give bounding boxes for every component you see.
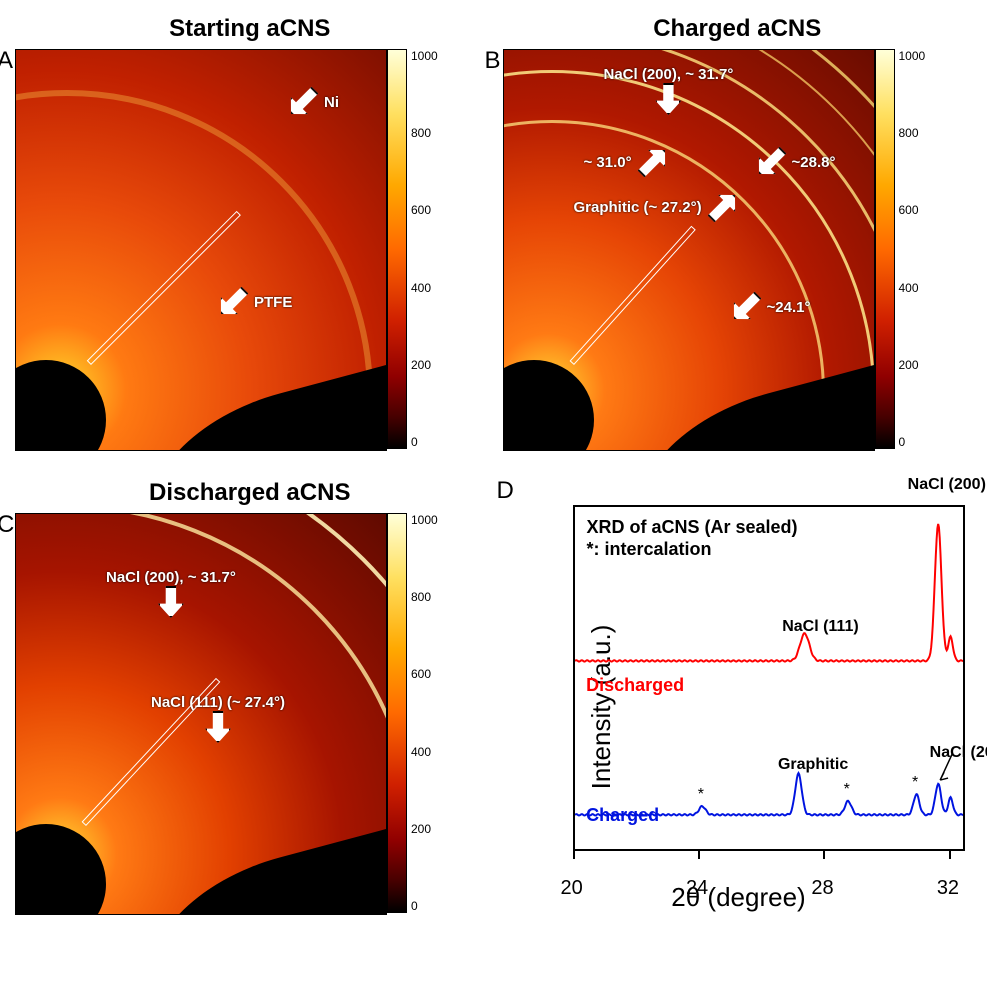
beamstop — [503, 360, 594, 451]
colorbar-tick: 400 — [899, 281, 926, 295]
detector-mask — [126, 352, 387, 451]
integration-guide — [569, 226, 695, 365]
panel-c-letter: C — [0, 511, 14, 539]
arrow-icon — [205, 711, 231, 743]
annotation-text: ~24.1° — [767, 299, 811, 316]
detector-mask — [613, 352, 874, 451]
detector-mask — [126, 816, 387, 915]
diffraction-image-b: NaCl (200), ~ 31.7° ~ 31.0° ~28.8° Graphiti… — [503, 49, 875, 451]
colorbar-tick: 800 — [899, 126, 926, 140]
annotation-text: NaCl (200), ~ 31.7° — [604, 66, 734, 83]
colorbar-tick: 400 — [411, 745, 438, 759]
arrow-icon — [725, 286, 766, 327]
xrd-series-label-discharged: Discharged — [586, 675, 684, 696]
colorbar-ticks: 1000 800 600 400 200 0 — [411, 49, 438, 449]
colorbar-gradient — [875, 49, 895, 449]
xrd-tickmarks — [573, 841, 965, 851]
panel-b-letter: B — [485, 47, 501, 75]
colorbar-c: 1000 800 600 400 200 0 — [387, 513, 438, 913]
colorbar-tick: 600 — [411, 667, 438, 681]
annotation-r31: ~ 31.0° — [584, 150, 670, 174]
integration-guide — [87, 211, 241, 365]
annotation-text: NaCl (111) (~ 27.4°) — [151, 694, 285, 711]
colorbar-tick: 0 — [411, 899, 438, 913]
arrow-icon — [655, 83, 681, 115]
annotation-graphitic: Graphitic (~ 27.2°) — [574, 195, 740, 219]
annotation-text: PTFE — [254, 294, 292, 311]
xrd-chart: Intensity (a.u.) XRD of aCNS (Ar sealed)… — [509, 497, 969, 917]
xrd-tickmark — [573, 851, 575, 859]
xrd-peak-label: NaCl (200) — [930, 744, 987, 762]
annotation-text: ~ 31.0° — [584, 154, 632, 171]
annotation-nacl200: NaCl (200), ~ 31.7° — [106, 569, 236, 623]
colorbar-tick: 600 — [411, 203, 438, 217]
colorbar-gradient — [387, 513, 407, 913]
arrow-icon — [702, 186, 743, 227]
arrow-icon — [282, 81, 323, 122]
colorbar-ticks: 1000 800 600 400 200 0 — [899, 49, 926, 449]
colorbar-tick: 200 — [899, 358, 926, 372]
annotation-text: ~28.8° — [792, 154, 836, 171]
xrd-peak-label: NaCl (111) — [782, 618, 858, 636]
xrd-tickmark — [823, 851, 825, 859]
xrd-star-marker: * — [698, 786, 704, 804]
xrd-star-marker: * — [912, 774, 918, 792]
panel-b-title: Charged aCNS — [503, 15, 973, 43]
panel-c: Discharged aCNS C NaCl (200), ~ 31.7°NaC… — [15, 479, 485, 917]
panel-b: Charged aCNS B NaCl (200), ~ 31.7°~ 31.0… — [503, 15, 973, 451]
annotation-r288: ~28.8° — [754, 150, 836, 174]
colorbar-gradient — [387, 49, 407, 449]
annotation-nacl111: NaCl (111) (~ 27.4°) — [151, 694, 285, 748]
colorbar-tick: 1000 — [411, 513, 438, 527]
annotation-text: Ni — [324, 94, 339, 111]
colorbar-ticks: 1000 800 600 400 200 0 — [411, 513, 438, 913]
arrow-icon — [212, 281, 253, 322]
annotation-text: NaCl (200), ~ 31.7° — [106, 569, 236, 586]
xrd-title: XRD of aCNS (Ar sealed) *: intercalation — [587, 517, 798, 560]
panel-a: Starting aCNS A NiPTFE 10008006004002000 — [15, 15, 485, 451]
xrd-xlabel: 2θ (degree) — [509, 882, 969, 913]
colorbar-tick: 200 — [411, 822, 438, 836]
diffraction-image-a: Ni PTFE — [15, 49, 387, 451]
colorbar-a: 1000 800 600 400 200 0 — [387, 49, 438, 449]
colorbar-b: 1000 800 600 400 200 0 — [875, 49, 926, 449]
xrd-tickmark — [949, 851, 951, 859]
xrd-plot-area: XRD of aCNS (Ar sealed) *: intercalation… — [573, 505, 965, 851]
xrd-title-line2: *: intercalation — [587, 539, 712, 559]
annotation-ni: Ni — [286, 90, 339, 114]
panel-c-title: Discharged aCNS — [15, 479, 485, 507]
colorbar-tick: 1000 — [411, 49, 438, 63]
beamstop — [15, 360, 106, 451]
colorbar-tick: 600 — [899, 203, 926, 217]
colorbar-tick: 0 — [899, 435, 926, 449]
colorbar-tick: 800 — [411, 590, 438, 604]
beamstop — [15, 824, 106, 915]
annotation-ptfe: PTFE — [216, 290, 292, 314]
panel-a-title: Starting aCNS — [15, 15, 485, 43]
colorbar-tick: 0 — [411, 435, 438, 449]
annotation-nacl200: NaCl (200), ~ 31.7° — [604, 66, 734, 120]
arrow-icon — [750, 141, 791, 182]
xrd-peak-label: NaCl (200) — [908, 476, 986, 494]
xrd-title-line1: XRD of aCNS (Ar sealed) — [587, 517, 798, 537]
xrd-tickmark — [698, 851, 700, 859]
colorbar-tick: 200 — [411, 358, 438, 372]
panel-a-letter: A — [0, 47, 13, 75]
panel-d: D Intensity (a.u.) XRD of aCNS (Ar seale… — [503, 479, 973, 917]
annotation-r241: ~24.1° — [729, 295, 811, 319]
xrd-peak-label: Graphitic — [778, 756, 848, 774]
colorbar-tick: 1000 — [899, 49, 926, 63]
arrow-icon — [158, 586, 184, 618]
annotation-text: Graphitic (~ 27.2°) — [574, 199, 702, 216]
xrd-star-marker: * — [844, 781, 850, 799]
xrd-series-label-charged: Charged — [586, 805, 659, 826]
colorbar-tick: 800 — [411, 126, 438, 140]
colorbar-tick: 400 — [411, 281, 438, 295]
arrow-icon — [632, 141, 673, 182]
diffraction-image-c: NaCl (200), ~ 31.7° NaCl (111) (~ 27.4°) — [15, 513, 387, 915]
